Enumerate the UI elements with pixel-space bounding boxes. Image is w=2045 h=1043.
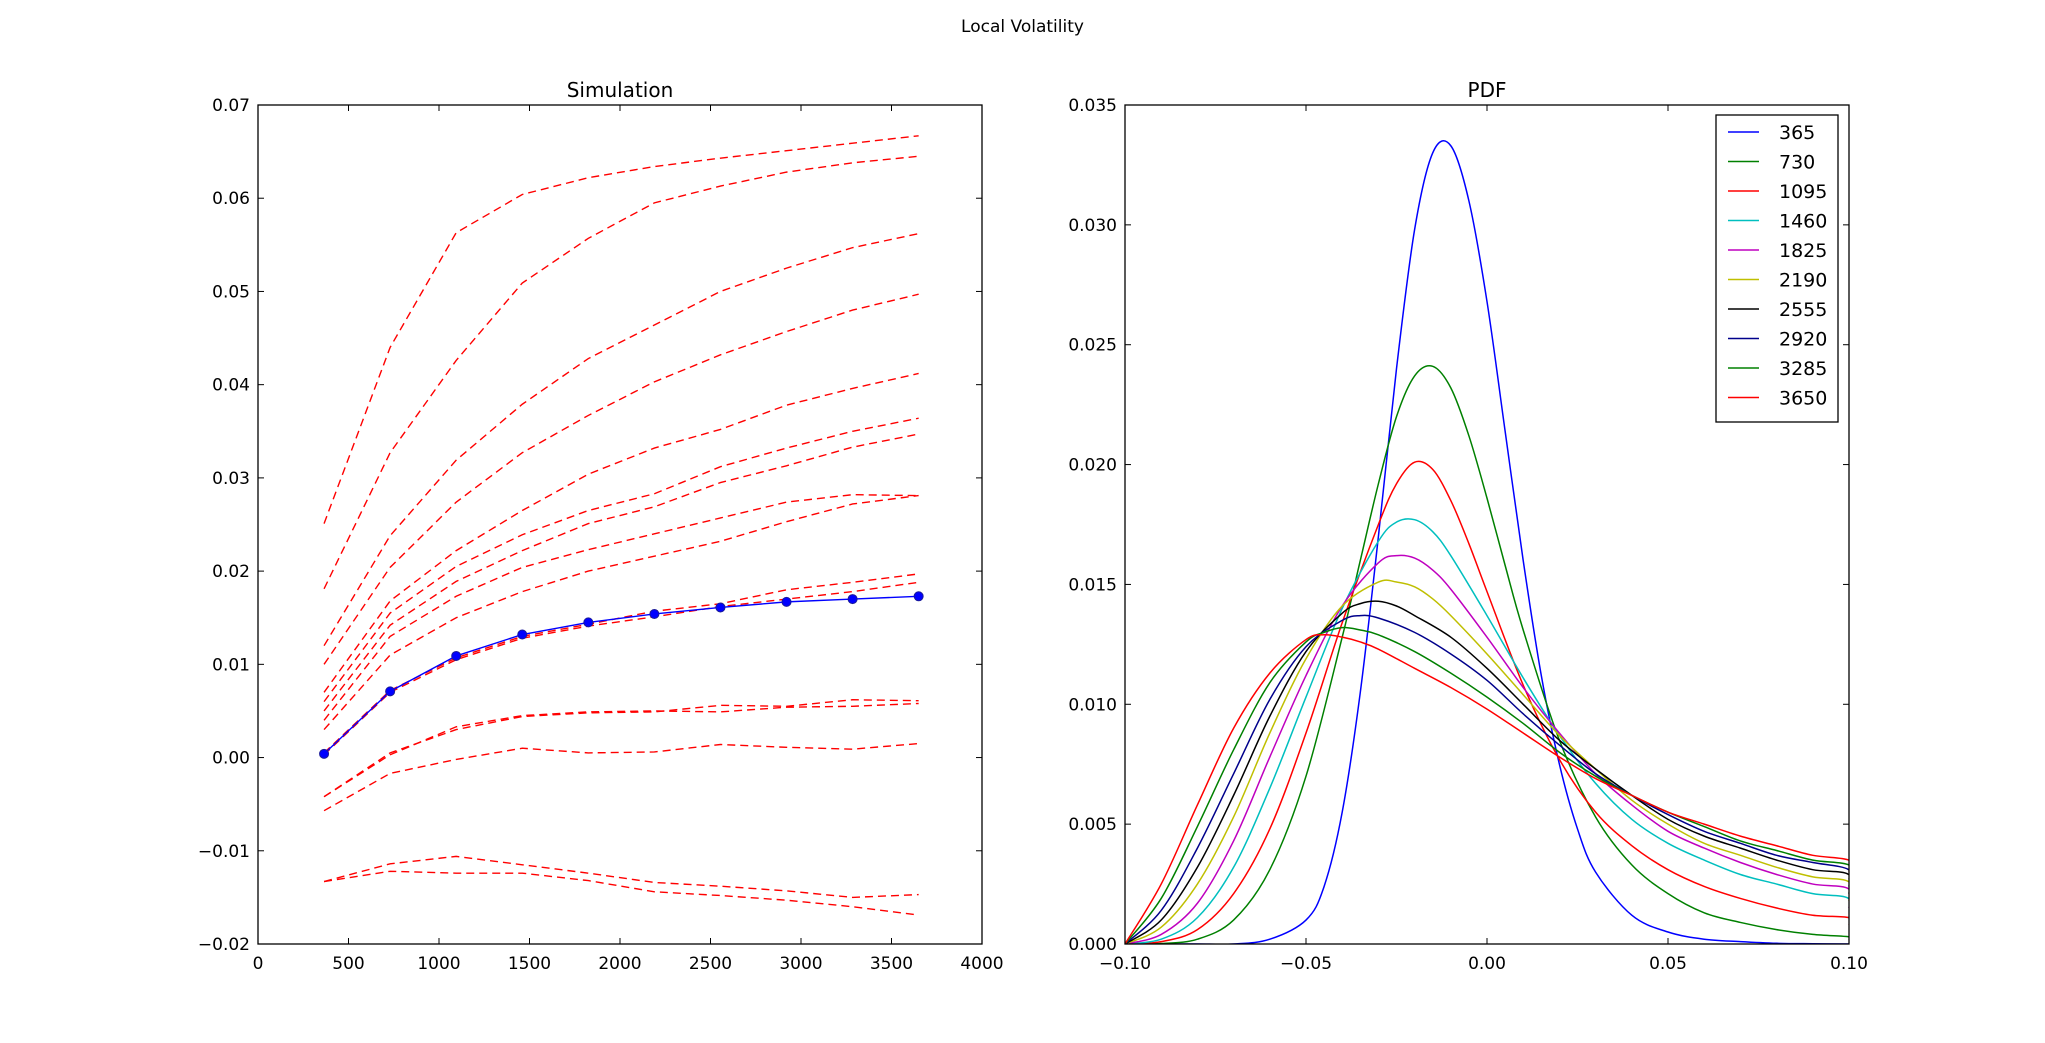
pdf-line-3650: [1125, 633, 1849, 944]
pdf-line-3285: [1125, 626, 1849, 944]
x-tick-label: −0.05: [1280, 954, 1332, 974]
simulation-path-line: [323, 232, 919, 647]
simulation-path-line: [323, 135, 919, 524]
simulation-path-line: [323, 293, 919, 665]
x-tick-label: 2500: [689, 954, 732, 974]
simulation-path-line: [323, 417, 919, 703]
mean-marker: [913, 591, 924, 602]
y-tick-label: 0.000: [1068, 935, 1117, 955]
simulation-panel: 0 500 1000 1500 2000 2500 3000 3500 4000 −0.02 −0.…: [198, 78, 1004, 974]
y-tick-label: 0.020: [1068, 456, 1117, 476]
y-tick-label: 0.02: [212, 562, 250, 582]
subplot-title: Simulation: [567, 78, 674, 102]
simulation-path-line: [323, 372, 919, 693]
figure-title: Local Volatility: [961, 17, 1084, 37]
x-tick-label: 500: [332, 954, 364, 974]
simulation-path-line: [323, 742, 919, 812]
legend-label: 1825: [1779, 240, 1827, 262]
mean-marker: [451, 650, 462, 661]
x-tick-label: −0.10: [1099, 954, 1151, 974]
y-tick-label: −0.02: [198, 935, 250, 955]
plot-area: [258, 105, 982, 944]
pdf-line-2190: [1125, 579, 1849, 944]
simulation-path-line: [323, 855, 919, 899]
x-tick-label: 3500: [870, 954, 913, 974]
series-group: [319, 135, 924, 916]
x-tick-label: 4000: [960, 954, 1003, 974]
legend-label: 3285: [1779, 358, 1827, 380]
pdf-line-730: [1125, 365, 1849, 944]
y-tick-label: 0.03: [212, 469, 250, 489]
mean-local-vol-line: [323, 595, 919, 755]
y-tick-label: 0.05: [212, 282, 250, 302]
legend-label: 2190: [1779, 270, 1827, 292]
legend-label: 1460: [1779, 211, 1827, 233]
simulation-path-line: [323, 699, 919, 798]
y-tick-label: 0.04: [212, 376, 250, 396]
pdf-line-2920: [1125, 614, 1849, 944]
legend-box: [1715, 114, 1839, 423]
pdf-line-365: [1125, 140, 1849, 944]
mean-marker: [781, 596, 792, 607]
simulation-path-line: [323, 581, 919, 756]
y-tick-label: 0.015: [1068, 575, 1117, 595]
mean-marker: [385, 686, 396, 697]
x-tick-label: 0.05: [1649, 954, 1687, 974]
simulation-path-line: [323, 870, 919, 916]
legend-label: 730: [1779, 152, 1815, 174]
mean-marker: [715, 602, 726, 613]
y-tick-label: 0.005: [1068, 815, 1117, 835]
pdf-line-1825: [1125, 554, 1849, 944]
mean-marker: [319, 748, 330, 759]
pdf-line-2555: [1125, 600, 1849, 944]
y-tick-label: 0.06: [212, 189, 250, 209]
y-tick-label: 0.01: [212, 655, 250, 675]
mean-marker: [649, 608, 660, 619]
legend-label: 365: [1779, 122, 1815, 144]
subplot-title: PDF: [1468, 78, 1507, 102]
simulation-path-line: [323, 494, 919, 731]
pdf-line-1095: [1125, 460, 1849, 944]
y-tick-label: 0.025: [1068, 336, 1117, 356]
legend-label: 1095: [1779, 181, 1827, 203]
mean-marker: [847, 594, 858, 605]
x-tick-label: 1000: [417, 954, 460, 974]
y-tick-label: 0.00: [212, 749, 250, 769]
x-tick-label: 0.00: [1468, 954, 1506, 974]
simulation-path-line: [323, 573, 919, 754]
y-tick-label: 0.030: [1068, 216, 1117, 236]
series-group: [1125, 140, 1849, 944]
mean-marker: [517, 629, 528, 640]
y-tick-label: 0.07: [212, 96, 250, 116]
legend-label: 3650: [1779, 388, 1827, 410]
mean-marker: [583, 617, 594, 628]
legend-label: 2920: [1779, 329, 1827, 351]
y-tick-label: −0.01: [198, 842, 250, 862]
legend-label: 2555: [1779, 299, 1827, 321]
x-tick-label: 0.10: [1830, 954, 1868, 974]
pdf-panel: −0.10 −0.05 0.00 0.05 0.10 0.000 0.005 0.010 0.0…: [1068, 78, 1868, 974]
simulation-path-line: [323, 493, 919, 721]
simulation-path-line: [323, 702, 919, 798]
y-tick-label: 0.010: [1068, 695, 1117, 715]
simulation-path-line: [323, 433, 919, 712]
x-tick-label: 3000: [779, 954, 822, 974]
y-tick-label: 0.035: [1068, 96, 1117, 116]
simulation-path-line: [323, 155, 919, 590]
pdf-line-1460: [1125, 518, 1849, 944]
x-tick-label: 0: [253, 954, 264, 974]
x-tick-label: 2000: [598, 954, 641, 974]
x-tick-label: 1500: [508, 954, 551, 974]
